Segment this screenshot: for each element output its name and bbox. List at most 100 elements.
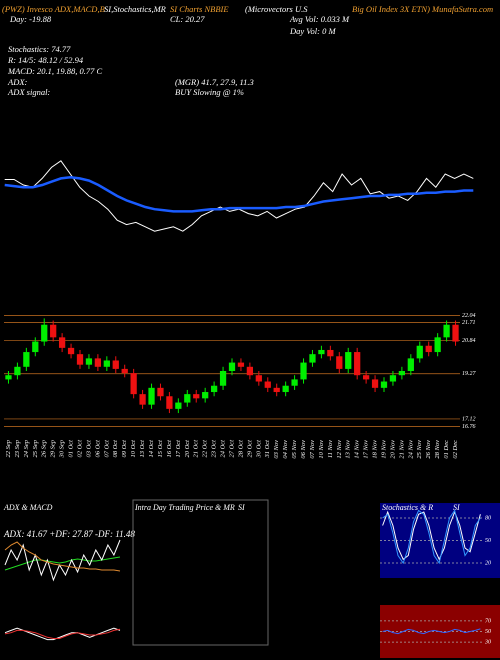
x-tick-label: 17 Oct (175, 440, 182, 458)
studies: SI,Stochastics,MR (104, 4, 167, 14)
candle-body (398, 371, 406, 376)
x-tick-label: 10 Nov (318, 440, 325, 459)
candle-body (32, 341, 39, 353)
candle-body (318, 349, 325, 355)
y-tick-label: 50 (485, 538, 491, 544)
x-tick-label: 13 Nov (345, 440, 352, 459)
y-tick-label: 17.12 (462, 416, 476, 422)
candle-body (210, 385, 218, 393)
x-tick-label: 28 Oct (237, 440, 244, 458)
day: Day: -19.88 (9, 14, 52, 24)
x-tick-label: 30 Oct (255, 440, 262, 459)
candle-body (264, 381, 271, 388)
panel-subtitle: ADX: 41.67 +DF: 27.87 -DF: 11.48 (3, 529, 135, 539)
x-tick-label: 14 Oct (148, 440, 155, 458)
line (4, 556, 121, 571)
x-tick-label: 29 Oct (246, 440, 253, 458)
line (382, 509, 481, 565)
line (4, 628, 121, 639)
candle-body (76, 354, 84, 365)
x-tick-label: 21 Nov (398, 440, 405, 459)
x-tick-label: 24 Sep (23, 439, 30, 457)
candle-body (300, 362, 307, 380)
candle-body (380, 381, 388, 388)
candle-body (67, 347, 75, 355)
line (382, 628, 481, 635)
y-tick-label: 16.76 (462, 424, 476, 430)
candle-body (345, 352, 352, 369)
candle-body (130, 373, 137, 395)
signal: BUY Slowing @ 1% (175, 87, 244, 97)
adx-signal: ADX signal: (7, 87, 50, 97)
y-tick-label: 80 (485, 515, 491, 521)
candle-body (193, 394, 200, 399)
x-tick-label: 31 Oct (264, 440, 271, 459)
candle-body (41, 324, 48, 342)
candle-body (219, 371, 227, 386)
panel-title: ADX & MACD (3, 503, 53, 512)
x-tick-label: 08 Oct (112, 440, 119, 458)
candle-body (121, 368, 128, 374)
candle-body (255, 375, 262, 382)
panel-border (132, 499, 269, 646)
candle-body (157, 387, 164, 397)
x-tick-label: 27 Oct (228, 440, 235, 458)
y-tick-label: 50 (485, 629, 491, 635)
x-tick-label: 04 Nov (282, 440, 289, 459)
candle-body (452, 324, 459, 342)
candle-body (291, 379, 298, 386)
x-tick-label: 26 Sep (41, 439, 48, 457)
x-tick-label: 17 Nov (363, 440, 370, 459)
candle-body (202, 392, 209, 399)
candle-body (371, 379, 379, 388)
x-tick-label: 06 Nov (300, 440, 307, 459)
panel-title: Stochastics & R (382, 503, 433, 512)
y-tick-label: 70 (485, 618, 491, 624)
macd: MACD: 20.1, 19.88, 0.77 C (7, 66, 103, 76)
candle-body (434, 337, 441, 353)
day-vol: Day Vol: 0 M (289, 26, 336, 36)
line (382, 510, 481, 561)
candle-body (94, 358, 102, 367)
x-tick-label: 02 Dec (452, 440, 459, 459)
x-tick-label: 25 Sep (32, 439, 39, 457)
x-tick-label: 18 Nov (372, 440, 379, 459)
x-tick-label: 09 Oct (121, 440, 128, 458)
x-tick-label: 15 Oct (157, 440, 164, 458)
candle-body (336, 356, 343, 369)
candle-body (228, 362, 236, 371)
candle-body (354, 352, 361, 376)
x-tick-label: 07 Oct (103, 440, 110, 458)
x-tick-label: 11 Nov (327, 440, 334, 458)
panel-title: Intra Day Trading Price & MR (134, 503, 235, 512)
y-tick-label: 22.04 (462, 312, 476, 319)
x-tick-label: 02 Oct (76, 440, 83, 458)
candle-body (389, 375, 397, 382)
x-tick-label: 01 Oct (68, 440, 75, 458)
x-tick-label: 23 Sep (14, 439, 21, 457)
rsi: R: 14/5: 48.12 / 52.94 (7, 55, 84, 65)
x-tick-label: 26 Nov (425, 440, 432, 459)
stoch: Stochastics: 74.77 (8, 44, 71, 54)
panel-title: SI (453, 503, 460, 512)
candle-body (425, 345, 432, 353)
candle-body (416, 345, 423, 359)
x-tick-label: 29 Sep (50, 439, 57, 457)
x-tick-label: 12 Nov (336, 440, 343, 459)
y-tick-label: 20.84 (462, 337, 476, 344)
candle-body (14, 366, 21, 376)
close: CL: 20.27 (170, 14, 205, 24)
candle-body (139, 394, 146, 405)
candle-body (273, 387, 280, 393)
x-tick-label: 28 Nov (434, 440, 441, 459)
x-tick-label: 19 Nov (380, 440, 387, 459)
x-tick-label: 23 Oct (211, 440, 218, 458)
charts: SI Charts NBBIE (170, 4, 229, 14)
x-tick-label: 07 Nov (309, 440, 316, 459)
y-tick-label: 20 (485, 560, 491, 566)
panel-title: SI (238, 503, 245, 512)
adx-values: (MGR) 41.7, 27.9, 11.3 (175, 77, 254, 87)
candle-body (58, 337, 66, 348)
x-tick-label: 20 Nov (389, 440, 396, 459)
